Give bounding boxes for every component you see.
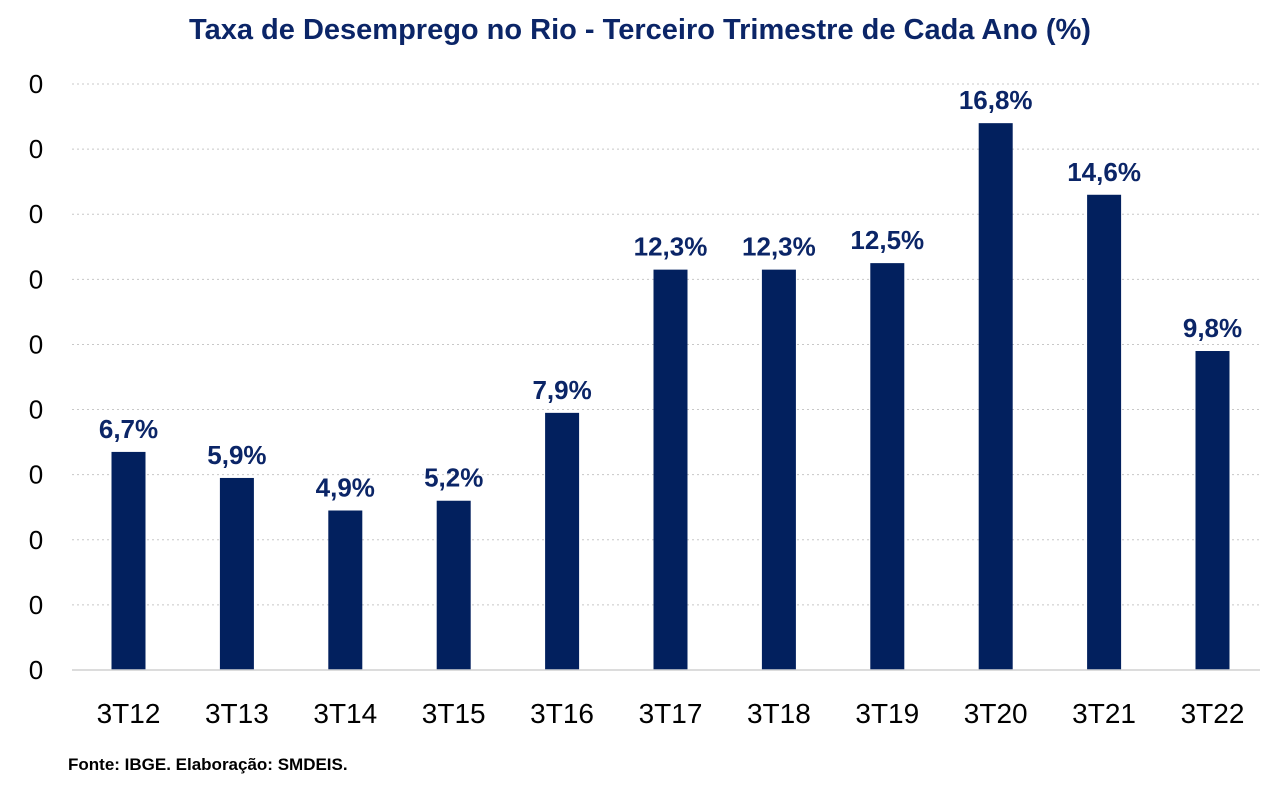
data-label: 12,3% (742, 232, 816, 262)
x-tick-label: 3T13 (205, 698, 269, 729)
y-tick-label: 0 (29, 655, 43, 685)
data-labels: 6,7% 5,9% 4,9% 5,2% 7,9% 12,3% 12,3% 12,5% 16,8%… (99, 85, 1242, 502)
y-tick-label: 0 (29, 460, 43, 490)
data-label: 6,7% (99, 414, 158, 444)
gridlines (72, 83, 1260, 606)
x-tick-label: 3T18 (747, 698, 811, 729)
bar-3t21 (1087, 194, 1122, 670)
bar-3t19 (870, 263, 905, 670)
x-axis-tick-labels: 3T12 3T13 3T14 3T15 3T16 3T17 3T18 3T19 3T20 3T21… (97, 698, 1245, 729)
bar-3t13 (219, 477, 254, 670)
data-label: 12,3% (634, 232, 708, 262)
x-tick-label: 3T15 (422, 698, 486, 729)
bar-3t14 (328, 510, 363, 670)
y-tick-label: 0 (29, 199, 43, 229)
data-label: 5,9% (207, 440, 266, 470)
bars (111, 123, 1230, 670)
data-label: 16,8% (959, 85, 1033, 115)
x-tick-label: 3T22 (1181, 698, 1245, 729)
source-note: Fonte: IBGE. Elaboração: SMDEIS. (68, 755, 348, 774)
y-tick-label: 0 (29, 525, 43, 555)
bar-3t17 (653, 269, 688, 670)
data-label: 4,9% (316, 473, 375, 503)
x-tick-label: 3T14 (313, 698, 377, 729)
bar-3t15 (436, 500, 471, 670)
bar-3t20 (978, 123, 1013, 670)
bar-3t12 (111, 451, 146, 670)
chart-title: Taxa de Desemprego no Rio - Terceiro Tri… (189, 14, 1091, 46)
y-axis-tick-labels: 0 0 0 0 0 0 0 0 0 0 (29, 69, 43, 685)
x-tick-label: 3T12 (97, 698, 161, 729)
data-label: 14,6% (1067, 157, 1141, 187)
x-tick-label: 3T19 (855, 698, 919, 729)
x-tick-label: 3T16 (530, 698, 594, 729)
bar-3t22 (1195, 351, 1230, 670)
y-tick-label: 0 (29, 264, 43, 294)
y-tick-label: 0 (29, 395, 43, 425)
x-tick-label: 3T17 (639, 698, 703, 729)
data-label: 9,8% (1183, 313, 1242, 343)
y-tick-label: 0 (29, 590, 43, 620)
bar-3t16 (545, 412, 580, 670)
data-label: 5,2% (424, 463, 483, 493)
y-tick-label: 0 (29, 69, 43, 99)
x-tick-label: 3T20 (964, 698, 1028, 729)
y-tick-label: 0 (29, 329, 43, 359)
x-tick-label: 3T21 (1072, 698, 1136, 729)
data-label: 12,5% (850, 225, 924, 255)
data-label: 7,9% (532, 375, 591, 405)
bar-3t18 (761, 269, 796, 670)
y-tick-label: 0 (29, 134, 43, 164)
